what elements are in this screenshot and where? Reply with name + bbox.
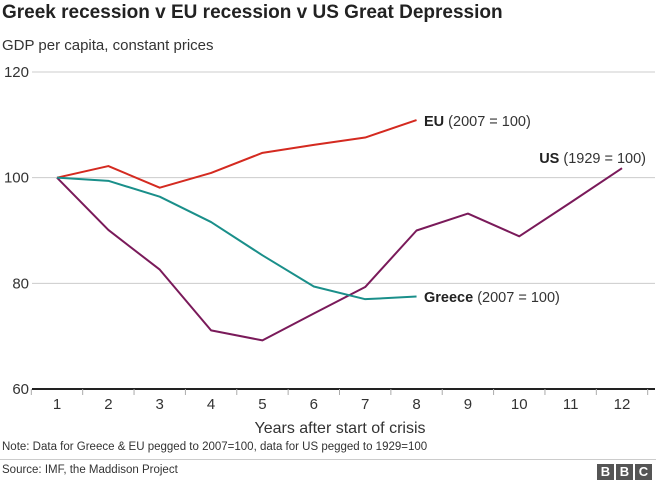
x-tick-label: 2 (104, 396, 112, 413)
x-tick-label: 7 (361, 396, 369, 413)
x-tick-label: 8 (412, 396, 420, 413)
y-tick-label: 100 (4, 170, 29, 187)
x-tick-label: 6 (310, 396, 318, 413)
bbc-logo-letter: B (616, 464, 633, 480)
divider (0, 459, 656, 460)
series-note: (2007 = 100) (448, 114, 531, 130)
bbc-logo-letter: B (597, 464, 614, 480)
x-tick-label: 1 (53, 396, 61, 413)
series-name: Greece (424, 290, 477, 306)
x-tick-label: 12 (614, 396, 631, 413)
chart-title: Greek recession v EU recession v US Grea… (2, 2, 503, 23)
x-axis-label: Years after start of crisis (254, 420, 425, 437)
x-tick-label: 5 (258, 396, 266, 413)
x-tick-label: 3 (156, 396, 164, 413)
series-line-eu (56, 119, 417, 189)
x-tick-label: 11 (563, 396, 579, 413)
chart-note: Note: Data for Greece & EU pegged to 200… (2, 441, 428, 453)
source-text: Source: IMF, the Maddison Project (2, 464, 178, 476)
series-label-greece: Greece (2007 = 100) (424, 290, 560, 306)
x-tick-label: 10 (511, 396, 528, 413)
series-note: (1929 = 100) (563, 151, 646, 167)
series-name: US (539, 151, 563, 167)
y-tick-label: 80 (12, 275, 29, 292)
series-note: (2007 = 100) (477, 290, 560, 306)
series-line-us (56, 167, 623, 342)
series-label-us: US (1929 = 100) (539, 151, 646, 167)
y-tick-label: 120 (4, 64, 29, 81)
chart-subtitle: GDP per capita, constant prices (2, 37, 214, 54)
bbc-logo-letter: C (635, 464, 652, 480)
series-label-eu: EU (2007 = 100) (424, 114, 531, 130)
series-line-greece (56, 176, 417, 301)
y-tick-label: 60 (12, 381, 29, 398)
x-tick-label: 9 (464, 396, 472, 413)
x-tick-label: 4 (207, 396, 215, 413)
series-name: EU (424, 114, 448, 130)
